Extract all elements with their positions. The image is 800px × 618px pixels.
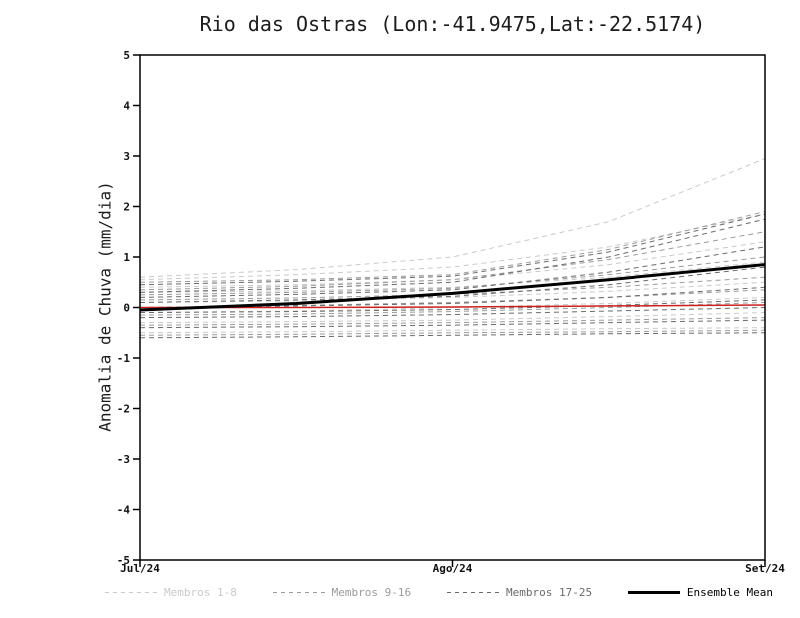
member-line (139, 256, 766, 296)
legend-item-membros-17-25: Membros 17-25 (446, 586, 593, 599)
member-line (139, 301, 766, 316)
y-tick-label: -2 (117, 403, 130, 416)
y-tick-label: 5 (123, 49, 130, 62)
member-line (139, 327, 766, 334)
member-line (139, 329, 766, 336)
legend-line-ensemble-mean (627, 591, 680, 594)
y-tick-label: 1 (123, 251, 130, 264)
y-tick-label: 0 (123, 302, 130, 315)
legend-line-membros-9-16 (272, 592, 325, 593)
y-tick-label: 4 (123, 100, 130, 113)
member-line (139, 241, 766, 288)
member-line (139, 218, 766, 293)
legend-label-membros-9-16: Membros 9-16 (331, 586, 412, 599)
member-line (139, 211, 766, 283)
legend-item-ensemble-mean: Ensemble Mean (627, 586, 773, 599)
member-line (139, 246, 766, 298)
y-tick-label: -5 (117, 554, 130, 567)
y-tick-label: -1 (117, 352, 131, 365)
legend-item-membros-9-16: Membros 9-16 (272, 586, 412, 599)
y-tick-label: -3 (117, 453, 130, 466)
legend-line-membros-17-25 (446, 592, 499, 593)
member-line (139, 213, 766, 281)
y-tick-label: -4 (117, 504, 131, 517)
chart-title: Rio das Ostras (Lon:-41.9475,Lat:-22.517… (199, 12, 706, 36)
member-line (139, 319, 766, 329)
legend: Membros 1-8 Membros 9-16 Membros 17-25 E… (105, 586, 773, 599)
member-line (139, 158, 766, 278)
member-line (139, 332, 766, 339)
reference-line (140, 304, 766, 309)
member-line (139, 307, 766, 319)
x-tick-label: Jul/24 (120, 562, 160, 575)
legend-label-membros-1-8: Membros 1-8 (164, 586, 237, 599)
x-tick-label: Ago/24 (433, 562, 473, 575)
legend-item-membros-1-8: Membros 1-8 (105, 586, 237, 599)
legend-label-membros-17-25: Membros 17-25 (505, 586, 593, 599)
member-line (139, 231, 766, 291)
legend-label-ensemble-mean: Ensemble Mean (686, 586, 773, 599)
y-tick-label: 2 (123, 201, 130, 214)
ensemble-mean-line (139, 263, 766, 312)
x-tick-label: Set/24 (745, 562, 785, 575)
member-line (139, 213, 766, 286)
legend-line-membros-1-8 (105, 592, 157, 593)
y-tick-label: 3 (123, 150, 130, 163)
